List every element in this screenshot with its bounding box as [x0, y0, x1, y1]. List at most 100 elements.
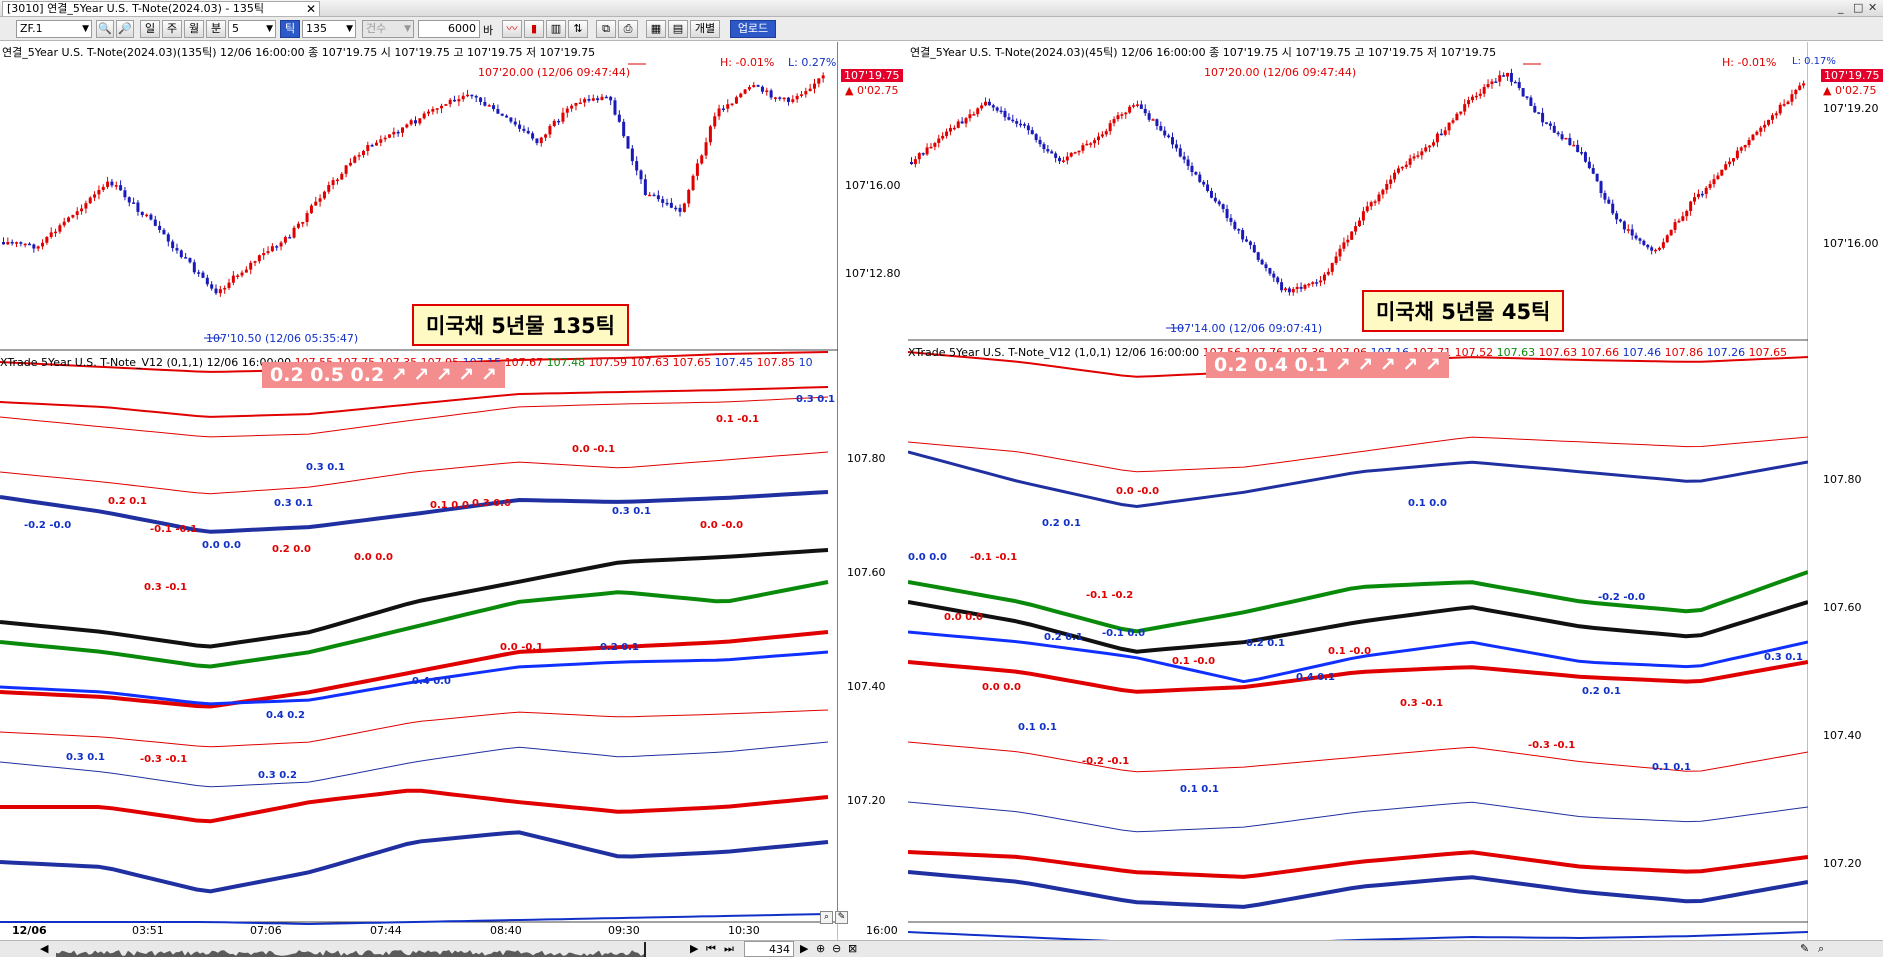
indicator-value: 107.67 — [501, 356, 544, 369]
period-minute-button[interactable]: 분 — [206, 20, 226, 38]
edit-icon[interactable]: ✎ — [835, 911, 848, 924]
upload-button[interactable]: 업로드 — [730, 20, 776, 38]
indicator-label: 0.3 0.1 — [1764, 652, 1803, 663]
chart-pane-45tick[interactable]: 연결_5Year U.S. T-Note(2024.03)(45틱) 12/06… — [908, 42, 1883, 954]
tick-value: 135 — [306, 22, 327, 35]
chart-type-button[interactable]: 〰 — [502, 20, 522, 38]
period-day-button[interactable]: 일 — [140, 20, 160, 38]
time-tick: 16:00 — [866, 924, 898, 937]
zoom-icon[interactable]: ⌕ — [1818, 942, 1825, 955]
indicator-label: -0.2 -0.0 — [1598, 592, 1646, 603]
indicator-label: 0.2 0.1 — [1042, 518, 1081, 529]
scroll-right-icon[interactable]: ▶ — [690, 942, 699, 955]
scroll-left-icon[interactable]: ◀ — [40, 942, 49, 955]
window-close-icon[interactable]: ✕ — [1868, 1, 1878, 14]
indicator-value: 107.63 — [1535, 346, 1578, 359]
indicator-label: 0.0 -0.1 — [572, 444, 616, 455]
indicator-label: 0.1 0.1 — [1018, 722, 1057, 733]
chart-canvas-right[interactable] — [908, 42, 1808, 940]
bar-chart-button[interactable]: ▥ — [546, 20, 566, 38]
indicator-value: 107.65 — [1745, 346, 1788, 359]
symbol-select[interactable]: ZF.1 ▼ — [16, 20, 92, 38]
volume-button[interactable]: ⇅ — [568, 20, 588, 38]
bar-chart-icon: ▥ — [550, 22, 562, 35]
count-unit: 바 — [483, 24, 494, 37]
play-icon[interactable]: ▶ — [800, 942, 809, 955]
indicator-label: -0.3 -0.1 — [140, 754, 188, 765]
indicator-label: 0.3 0.1 — [274, 498, 313, 509]
table-icon: ▤ — [672, 22, 684, 35]
rewind-icon[interactable]: ⏮ — [706, 942, 716, 955]
chart-canvas-left[interactable] — [0, 42, 838, 940]
individual-button[interactable]: 개별 — [690, 20, 720, 38]
high-change: H: -0.01% — [720, 56, 775, 69]
indicator-value: 107.26 — [1703, 346, 1746, 359]
close-icon[interactable]: ✕ — [306, 2, 317, 16]
indicator-value: 107.85 — [753, 356, 796, 369]
indicator-label: 0.3 0.2 — [258, 770, 297, 781]
print-icon: ⎙ — [623, 22, 633, 35]
indicator-label: -0.1 -0.2 — [1086, 590, 1134, 601]
indicator-label: 0.4 0.0 — [412, 676, 451, 687]
price-header: 연결_5Year U.S. T-Note(2024.03)(135틱) 12/0… — [2, 46, 596, 59]
volume-icon: ⇅ — [573, 22, 583, 35]
indicator-tick: 107.40 — [1823, 729, 1862, 742]
session-high-label: 107'20.00 (12/06 09:47:44) — [478, 66, 631, 79]
time-tick: 08:40 — [490, 924, 522, 937]
chart-pane-135tick[interactable]: 연결_5Year U.S. T-Note(2024.03)(135틱) 12/0… — [0, 42, 903, 940]
candle-button[interactable]: ▮ — [524, 20, 544, 38]
history-scrollbar[interactable] — [56, 942, 646, 957]
bar-count-input[interactable]: 434 — [744, 941, 794, 957]
zoom-out-icon[interactable]: ⊖ — [832, 942, 842, 955]
count-input[interactable]: 6000 — [418, 20, 480, 38]
indicator-icon: ▦ — [650, 22, 662, 35]
indicator-label: 0.1 -0.0 — [1328, 646, 1372, 657]
search-button[interactable]: 🔍 — [96, 20, 114, 38]
time-tick: 10:30 — [728, 924, 760, 937]
indicator-value: 107.45 — [711, 356, 754, 369]
session-low-label: 107'10.50 (12/06 05:35:47) — [206, 332, 359, 345]
table-button[interactable]: ▤ — [668, 20, 688, 38]
time-tick: 12/06 — [12, 924, 47, 937]
indicator-button[interactable]: ▦ — [646, 20, 666, 38]
edit-icon[interactable]: ✎ — [1800, 942, 1810, 955]
indicator-tick: 107.40 — [847, 680, 886, 693]
search-options-button[interactable]: 🔎 — [116, 20, 134, 38]
high-change: H: -0.01% — [1722, 56, 1777, 69]
indicator-label: 0.4 0.1 — [1296, 672, 1335, 683]
time-tick: 03:51 — [132, 924, 164, 937]
indicator-label: 0.2 0.1 — [108, 496, 147, 507]
indicator-label: 0.1 0.1 — [1652, 762, 1691, 773]
print-button[interactable]: ⎙ — [618, 20, 638, 38]
period-month-button[interactable]: 월 — [184, 20, 204, 38]
forward-icon[interactable]: ⏭ — [724, 942, 734, 955]
maximize-icon[interactable]: □ — [1853, 1, 1864, 14]
indicator-tick: 107.60 — [1823, 601, 1862, 614]
indicator-tick: 107.20 — [1823, 857, 1862, 870]
price-change: ▲ 0'02.75 — [1823, 84, 1877, 97]
count-mode-select[interactable]: 건수 ▼ — [362, 20, 414, 38]
indicator-value: 107.48 — [543, 356, 586, 369]
indicator-name: XTrade 5Year U.S. T-Note_V12 (1,0,1) 12/… — [908, 346, 1200, 359]
indicator-name: XTrade 5Year U.S. T-Note_V12 (0,1,1) 12/… — [0, 356, 292, 369]
window-tab-title: [3010] 연결_5Year U.S. T-Note(2024.03) - 1… — [7, 2, 264, 15]
period-week-button[interactable]: 주 — [162, 20, 182, 38]
zoom-icon[interactable]: ⌕ — [820, 911, 833, 924]
minute-select[interactable]: 5 ▼ — [228, 20, 276, 38]
annotation-box: 미국채 5년물 45틱 — [1362, 290, 1565, 332]
window-tab[interactable]: [3010] 연결_5Year U.S. T-Note(2024.03) - 1… — [2, 1, 320, 16]
indicator-bands — [908, 351, 1808, 940]
fit-icon[interactable]: ⊠ — [848, 942, 858, 955]
indicator-label: 0.0 0.0 — [354, 552, 393, 563]
zoom-in-icon[interactable]: ⊕ — [816, 942, 826, 955]
copy-button[interactable]: ⧉ — [596, 20, 616, 38]
session-high-label: 107'20.00 (12/06 09:47:44) — [1204, 66, 1357, 79]
annotation-box: 미국채 5년물 135틱 — [412, 304, 629, 346]
minimize-icon[interactable]: _ — [1838, 1, 1844, 14]
tick-select[interactable]: 135 ▼ — [302, 20, 356, 38]
period-tick-button[interactable]: 틱 — [280, 20, 300, 38]
price-tick: 107'12.80 — [845, 267, 901, 280]
indicator-label: -0.1 -0.1 — [970, 552, 1018, 563]
indicator-label: -0.1 -0.1 — [150, 524, 198, 535]
